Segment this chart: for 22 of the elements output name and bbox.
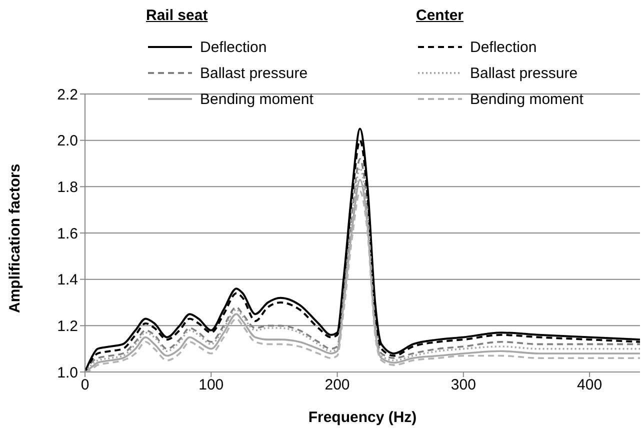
text: Center xyxy=(416,6,465,26)
x-tick-label: 100 xyxy=(198,376,224,394)
legend-label: Ballast pressure xyxy=(470,64,578,82)
x-tick-label: 400 xyxy=(577,376,602,394)
y-tick-label: 1.8 xyxy=(57,178,78,196)
y-tick-label: 1.2 xyxy=(57,318,78,335)
y-tick-label: 1.6 xyxy=(57,225,78,242)
x-tick-label: 0 xyxy=(80,376,90,394)
text: Rail seat xyxy=(146,6,209,26)
x-tick-label: 300 xyxy=(450,376,476,394)
legend-label: Deflection xyxy=(200,38,267,56)
legend-label: Ballast pressure xyxy=(200,64,308,82)
y-axis-title: Amplification factors xyxy=(6,164,24,313)
y-tick-label: 1.4 xyxy=(57,272,78,289)
legend-label: Deflection xyxy=(470,38,537,56)
y-tick-label: 2.0 xyxy=(57,132,78,150)
legend-label: Bending moment xyxy=(470,90,584,108)
legend-label: Bending moment xyxy=(200,90,314,108)
y-tick-label: 1.0 xyxy=(57,364,78,382)
y-tick-label: 2.2 xyxy=(57,86,78,104)
x-tick-label: 200 xyxy=(324,376,350,394)
x-axis-title: Frequency (Hz) xyxy=(308,409,417,426)
